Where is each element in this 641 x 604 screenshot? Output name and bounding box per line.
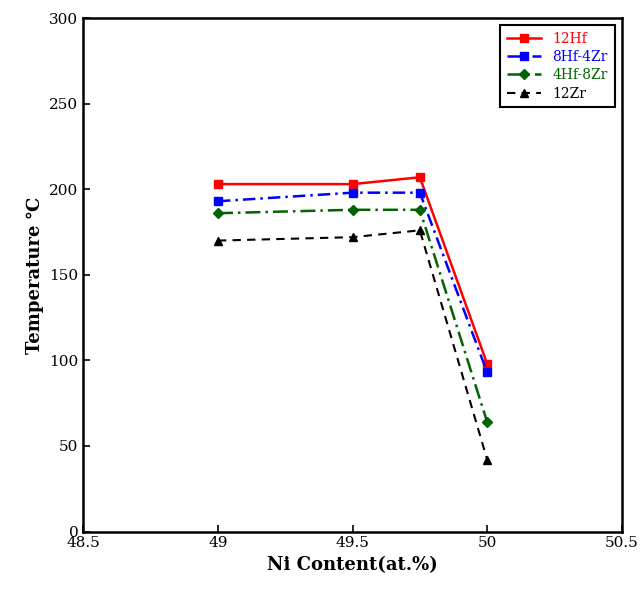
4Hf-8Zr xyxy=(349,206,356,213)
12Zr xyxy=(349,234,356,241)
8Hf-4Zr xyxy=(416,189,424,196)
4Hf-8Zr xyxy=(483,419,491,426)
X-axis label: Ni Content(at.%): Ni Content(at.%) xyxy=(267,556,438,574)
Line: 12Zr: 12Zr xyxy=(213,226,492,464)
12Hf xyxy=(483,360,491,367)
12Zr xyxy=(483,456,491,463)
8Hf-4Zr xyxy=(214,198,222,205)
Legend: 12Hf, 8Hf-4Zr, 4Hf-8Zr, 12Zr: 12Hf, 8Hf-4Zr, 4Hf-8Zr, 12Zr xyxy=(500,25,615,108)
12Hf xyxy=(214,181,222,188)
12Zr xyxy=(416,226,424,234)
Line: 12Hf: 12Hf xyxy=(213,173,492,368)
Line: 8Hf-4Zr: 8Hf-4Zr xyxy=(213,188,492,376)
4Hf-8Zr xyxy=(416,206,424,213)
4Hf-8Zr xyxy=(214,210,222,217)
12Zr xyxy=(214,237,222,244)
Y-axis label: Temperature ℃: Temperature ℃ xyxy=(26,196,44,353)
8Hf-4Zr xyxy=(483,368,491,376)
12Hf xyxy=(416,174,424,181)
8Hf-4Zr xyxy=(349,189,356,196)
12Hf xyxy=(349,181,356,188)
Line: 4Hf-8Zr: 4Hf-8Zr xyxy=(215,207,490,425)
